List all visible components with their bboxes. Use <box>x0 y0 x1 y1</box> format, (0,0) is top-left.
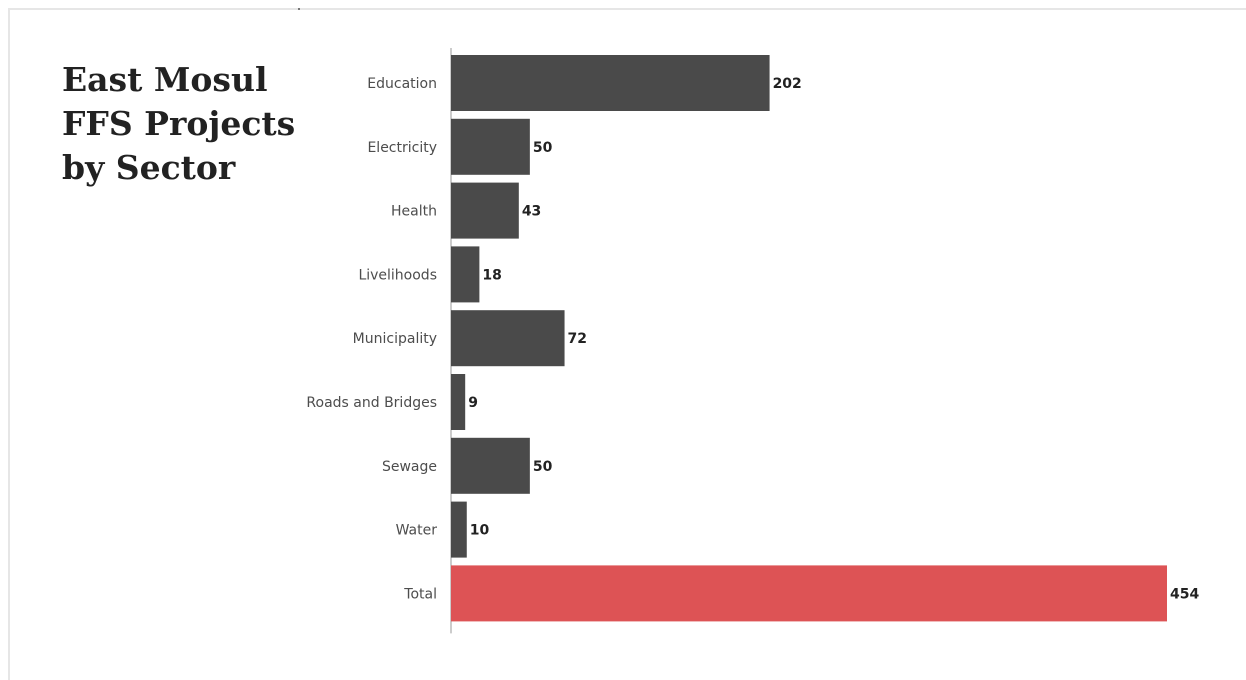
category-label-health: Health <box>391 204 437 220</box>
bar-roads-and-bridges <box>451 374 466 430</box>
value-label-electricity: 50 <box>533 140 553 156</box>
bar-electricity <box>451 118 530 175</box>
category-label-sewage: Sewage <box>382 459 437 475</box>
category-label-electricity: Electricity <box>367 140 437 156</box>
value-label-sewage: 50 <box>533 459 553 475</box>
category-label-roads-and-bridges: Roads and Bridges <box>306 395 437 411</box>
value-label-roads-and-bridges: 9 <box>468 395 478 411</box>
chart-title: East Mosul FFS Projects by Sector <box>62 58 296 190</box>
value-label-water: 10 <box>470 523 490 539</box>
category-label-municipality: Municipality <box>353 331 437 347</box>
bar-water <box>451 501 467 558</box>
bar-health <box>451 182 519 239</box>
value-label-municipality: 72 <box>568 331 587 347</box>
category-label-total: Total <box>403 586 437 602</box>
category-label-water: Water <box>396 523 438 539</box>
category-label-livelihoods: Livelihoods <box>358 267 437 283</box>
title-line-3: by Sector <box>62 148 236 187</box>
value-label-health: 43 <box>522 204 541 220</box>
bar-municipality <box>451 310 565 367</box>
bar-livelihoods <box>451 246 480 303</box>
title-line-2: FFS Projects <box>62 104 296 143</box>
title-line-1: East Mosul <box>62 60 268 99</box>
bar-education <box>451 55 770 111</box>
value-label-livelihoods: 18 <box>482 267 501 283</box>
tick-mark <box>298 8 300 10</box>
bar-sewage <box>451 437 530 494</box>
value-label-total: 454 <box>1170 586 1199 602</box>
value-label-education: 202 <box>773 76 802 92</box>
bar-total <box>451 565 1167 622</box>
category-label-education: Education <box>367 76 437 92</box>
